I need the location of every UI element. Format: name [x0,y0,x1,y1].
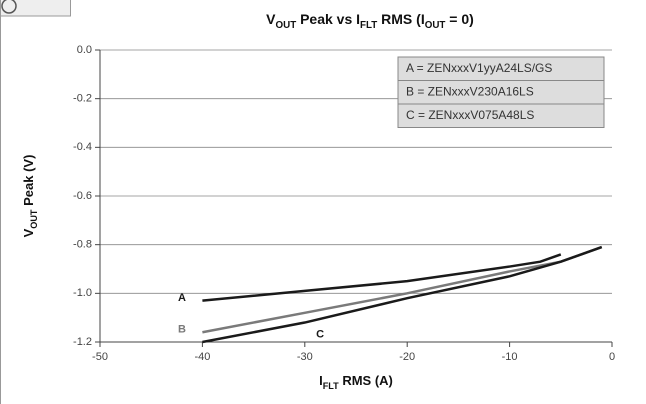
x-axis-label: IFLT RMS (A) [319,373,393,391]
series-line [202,253,562,302]
series-line [202,245,603,344]
y-axis-label: VOUT Peak (V) [21,155,39,238]
y-tick-label: -0.4 [73,141,92,153]
subscript: FLT [360,20,377,31]
subscript: FLT [323,381,339,391]
x-tick-label: -30 [297,351,313,363]
series-label: B [178,324,186,336]
y-tick-label: 0.0 [77,44,92,56]
y-tick-label: -0.6 [73,190,92,202]
label-part: V [21,228,36,237]
corner-icon [1,0,17,14]
y-tick-label: -1.0 [73,287,92,299]
subscript: OUT [29,209,39,229]
x-tick-label: -40 [194,351,210,363]
y-tick-label: -1.2 [73,336,92,348]
label-part: RMS (I [377,11,424,27]
legend-entry: C = ZENxxxV075A48LS [406,108,534,122]
x-tick-label: -10 [502,351,518,363]
label-part: Peak vs I [296,11,360,27]
y-tick-label: -0.8 [73,239,92,251]
subscript: OUT [276,20,297,31]
legend-entry: B = ZENxxxV230A16LS [406,84,534,98]
legend-entry: A = ZENxxxV1yyA24LS/GS [406,61,552,75]
series-label: A [178,292,186,304]
x-tick-label: -50 [92,351,108,363]
label-part: Peak (V) [21,155,36,210]
subscript: OUT [425,20,446,31]
x-tick-label: -20 [399,351,415,363]
legend-box [397,56,605,128]
label-part: I [319,373,323,388]
label-part: V [266,11,276,27]
label-part: = 0) [445,11,473,27]
chart-title: VOUT Peak vs IFLT RMS (IOUT = 0) [266,11,474,31]
corner-box [0,0,71,17]
y-tick-label: -0.2 [73,93,92,105]
x-tick-label: 0 [609,351,615,363]
series-label: C [316,329,324,341]
label-part: RMS (A) [339,373,393,388]
